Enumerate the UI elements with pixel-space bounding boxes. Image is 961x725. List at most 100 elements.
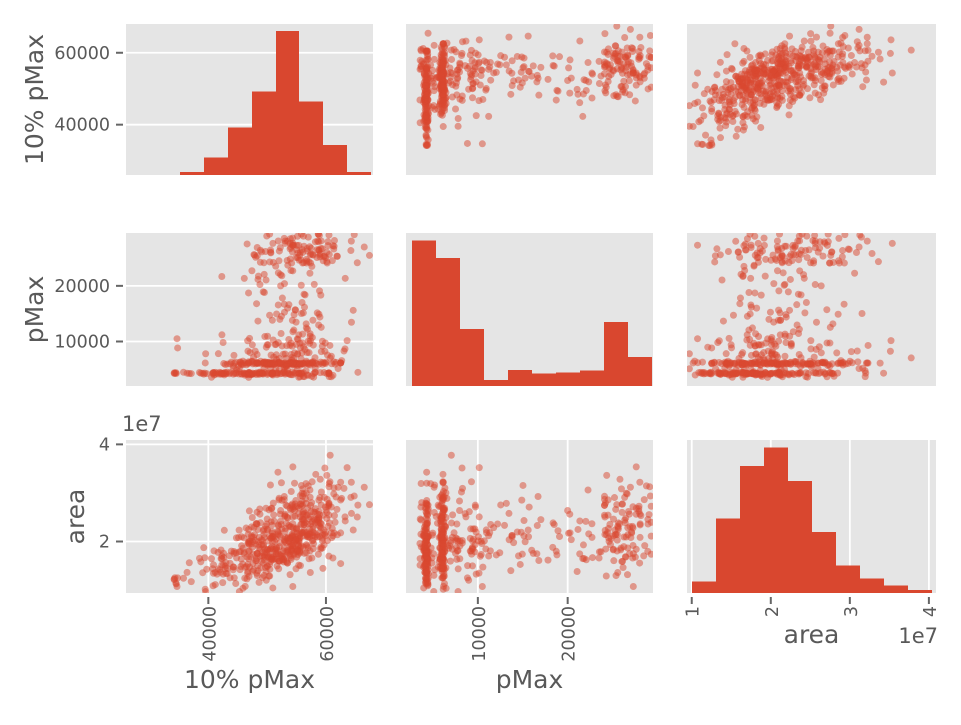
scatter-point xyxy=(786,84,794,92)
scatter-point xyxy=(318,245,326,253)
scatter-point xyxy=(851,269,859,277)
scatter-point xyxy=(640,552,648,560)
scatter-point xyxy=(519,481,527,489)
scatter-point xyxy=(319,360,327,368)
scatter-point xyxy=(475,97,483,105)
scatter-point xyxy=(307,508,315,516)
scatter-point xyxy=(797,291,805,299)
scatter-point xyxy=(629,69,637,77)
scatter-point xyxy=(524,32,532,40)
scatter-point xyxy=(289,463,297,471)
scatter-point xyxy=(834,369,842,377)
scatter-point xyxy=(829,81,837,89)
scatter-point xyxy=(622,514,630,522)
scatter-point xyxy=(736,300,744,308)
scatter-point xyxy=(423,496,431,504)
scatter-point xyxy=(320,369,328,377)
scatter-point xyxy=(544,75,552,83)
scatter-point xyxy=(700,90,708,98)
scatter-point xyxy=(274,521,282,529)
scatter-point xyxy=(549,543,557,551)
scatter-point xyxy=(708,105,716,113)
scatter-point xyxy=(427,480,435,488)
scatter-point xyxy=(886,49,894,57)
scatter-point xyxy=(254,275,262,283)
scatter-point xyxy=(907,46,915,54)
scatter-point xyxy=(347,509,355,517)
scatter-point xyxy=(219,338,227,346)
scatter-point xyxy=(295,331,303,339)
y-axis-label: area xyxy=(61,489,90,545)
scatter-point xyxy=(749,115,757,123)
scatter-point xyxy=(299,485,307,493)
scatter-point xyxy=(868,249,876,257)
scatter-point xyxy=(471,49,479,57)
scatter-point xyxy=(174,574,182,582)
scatter-point xyxy=(517,528,525,536)
scatter-point xyxy=(424,29,432,37)
scatter-point xyxy=(422,112,430,120)
scatter-point xyxy=(251,347,259,355)
histogram-bar xyxy=(460,329,484,386)
scatter-point xyxy=(573,567,581,575)
scatter-point xyxy=(482,526,490,534)
scatter-point xyxy=(856,233,864,239)
scatter-point xyxy=(774,360,782,368)
scatter-point xyxy=(823,49,831,57)
scatter-point xyxy=(507,90,515,98)
scatter-point xyxy=(636,520,644,528)
scatter-point xyxy=(220,359,228,367)
scatter-point xyxy=(757,291,765,299)
scatter-point xyxy=(782,68,790,76)
scatter-point xyxy=(816,244,824,252)
scatter-point xyxy=(595,79,603,87)
scatter-point xyxy=(863,33,871,41)
scatter-point xyxy=(220,526,228,534)
scatter-point xyxy=(267,505,275,513)
scatter-point xyxy=(249,567,257,575)
panels-layer xyxy=(126,24,936,593)
scatter-point xyxy=(321,347,329,355)
scatter-point xyxy=(304,337,312,345)
scatter-point xyxy=(268,553,276,561)
scatter-point xyxy=(636,533,644,541)
scatter-point xyxy=(834,359,842,367)
scatter-point xyxy=(647,550,653,558)
scatter-point xyxy=(274,528,282,536)
scatter-point xyxy=(707,136,715,144)
scatter-point xyxy=(263,515,271,523)
scatter-point xyxy=(290,326,298,334)
scatter-point xyxy=(438,553,446,561)
scatter-point xyxy=(270,511,278,519)
scatter-point xyxy=(642,60,650,68)
scatter-point xyxy=(439,123,447,131)
scatter-point xyxy=(826,362,834,370)
scatter-point xyxy=(456,60,464,68)
scatter-point xyxy=(508,82,516,90)
scatter-point xyxy=(819,252,827,260)
scatter-point xyxy=(449,511,457,519)
scatter-point xyxy=(740,123,748,131)
scatter-point xyxy=(595,57,603,65)
scatter-point xyxy=(269,584,277,592)
scatter-point xyxy=(289,583,297,591)
scatter-point xyxy=(471,65,479,73)
scatter-point xyxy=(782,78,790,86)
scatter-point xyxy=(811,233,819,239)
scatter-point xyxy=(337,496,345,504)
scatter-point xyxy=(779,269,787,277)
scatter-point xyxy=(245,289,253,297)
scatter-point xyxy=(521,538,529,546)
scatter-point xyxy=(437,51,445,59)
y-tick-label: 60000 xyxy=(54,44,110,64)
scatter-point xyxy=(218,561,226,569)
scatter-point xyxy=(584,59,592,67)
scatter-point xyxy=(290,528,298,536)
scatter-point xyxy=(716,124,724,132)
scatter-point xyxy=(694,241,702,249)
scatter-point xyxy=(312,470,320,478)
scatter-point xyxy=(360,243,368,251)
scatter-point xyxy=(430,588,438,593)
scatter-point xyxy=(863,237,871,245)
scatter-point xyxy=(830,57,838,65)
